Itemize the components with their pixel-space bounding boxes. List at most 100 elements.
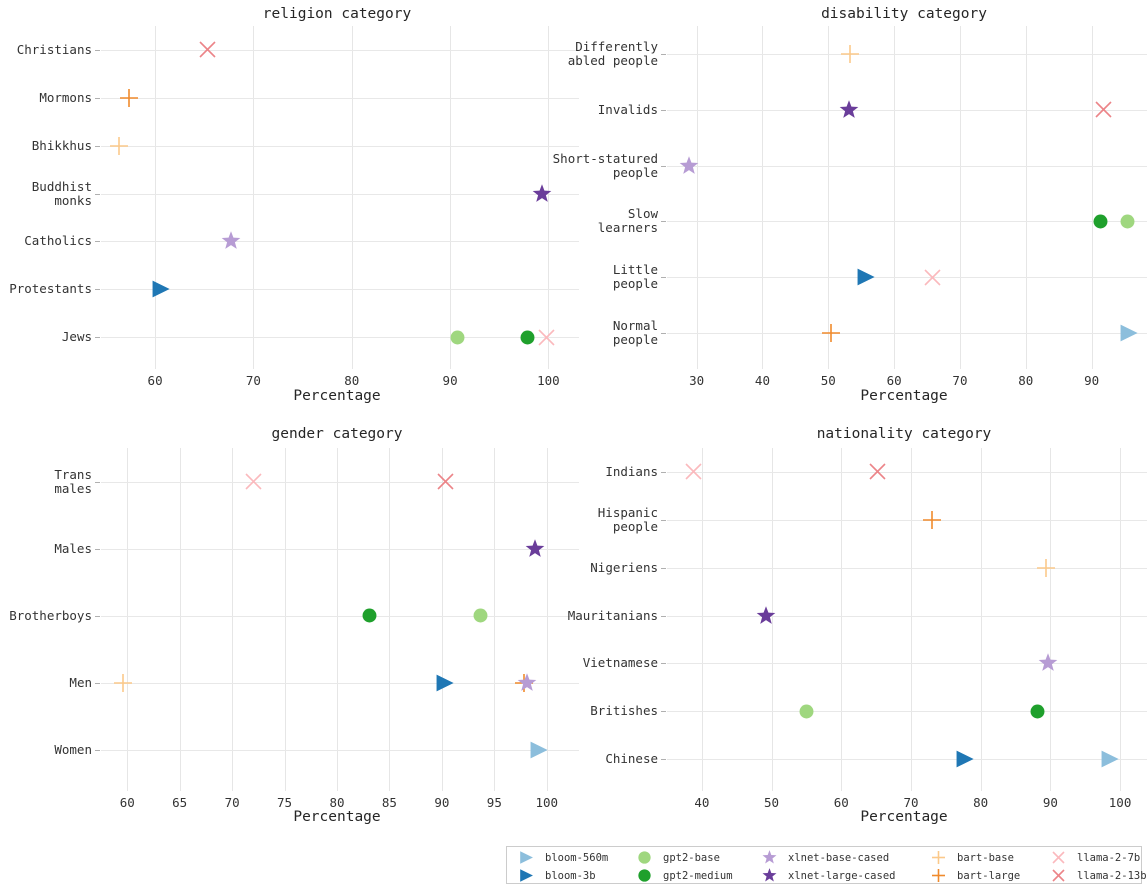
legend-label: bloom-3b: [545, 869, 596, 882]
y-tick-dash: [95, 50, 100, 51]
y-tick-dash: [661, 663, 666, 664]
x-gridline: [232, 448, 233, 791]
y-tick-label: Britishes: [590, 703, 658, 719]
cross-icon: [1045, 849, 1071, 866]
x-gridline: [285, 448, 286, 791]
y-gridline: [667, 221, 1147, 222]
y-tick-dash: [661, 277, 666, 278]
x-gridline: [389, 448, 390, 791]
legend-label: llama-2-13b: [1077, 869, 1147, 882]
y-tick-dash: [661, 333, 666, 334]
x-tick-label: 80: [973, 795, 989, 810]
y-tick-label: Women: [54, 741, 92, 757]
y-gridline: [667, 663, 1147, 664]
y-gridline: [667, 333, 1147, 334]
y-gridline: [101, 616, 579, 617]
y-gridline: [101, 50, 579, 51]
x-tick-label: 60: [833, 795, 849, 810]
x-tick-label: 90: [1084, 373, 1100, 388]
y-tick-dash: [95, 482, 100, 483]
y-tick-dash: [661, 568, 666, 569]
x-axis-title: Percentage: [860, 809, 948, 825]
x-gridline: [911, 448, 912, 791]
y-tick-label: Men: [69, 674, 92, 690]
y-tick-label: Vietnamese: [582, 655, 658, 671]
y-tick-label: Christians: [16, 41, 92, 57]
y-tick-label: Chinese: [605, 751, 658, 767]
plus-icon: [925, 867, 951, 884]
legend-item[interactable]: llama-2-13b: [1045, 867, 1147, 884]
y-tick-label: Little people: [612, 262, 658, 292]
y-gridline: [667, 616, 1147, 617]
x-tick-label: 40: [754, 373, 770, 388]
y-tick-dash: [661, 166, 666, 167]
y-tick-dash: [95, 194, 100, 195]
legend-item[interactable]: xlnet-large-cased: [756, 867, 895, 884]
x-gridline: [841, 448, 842, 791]
legend-item[interactable]: bart-large: [925, 867, 1020, 884]
y-tick-label: Bhikkhus: [31, 137, 92, 153]
y-gridline: [101, 289, 579, 290]
legend-item[interactable]: gpt2-base: [631, 849, 720, 866]
x-gridline: [450, 26, 451, 369]
legend-item[interactable]: bloom-560m: [513, 849, 608, 866]
x-tick-label: 90: [442, 373, 458, 388]
y-gridline: [101, 683, 579, 684]
legend-item[interactable]: xlnet-base-cased: [756, 849, 889, 866]
panel-title: gender category: [271, 426, 403, 442]
y-tick-label: Short-statured people: [552, 150, 658, 180]
cross-icon: [1045, 867, 1071, 884]
y-tick-dash: [661, 520, 666, 521]
x-tick-label: 80: [1018, 373, 1034, 388]
x-gridline: [547, 448, 548, 791]
panel-title: nationality category: [816, 426, 992, 442]
legend-label: bart-large: [957, 869, 1021, 882]
legend-item[interactable]: gpt2-medium: [631, 867, 733, 884]
x-tick-label: 30: [689, 373, 705, 388]
x-gridline: [894, 26, 895, 369]
legend-item[interactable]: bloom-3b: [513, 867, 596, 884]
x-gridline: [960, 26, 961, 369]
x-gridline: [494, 448, 495, 791]
x-gridline: [772, 448, 773, 791]
y-tick-label: Differently abled people: [567, 38, 658, 68]
x-gridline: [127, 448, 128, 791]
y-gridline: [101, 194, 579, 195]
legend-item[interactable]: bart-base: [925, 849, 1014, 866]
legend-label: llama-2-7b: [1077, 851, 1141, 864]
x-gridline: [1050, 448, 1051, 791]
y-tick-dash: [95, 616, 100, 617]
x-tick-label: 100: [537, 373, 560, 388]
x-tick-label: 60: [119, 795, 135, 810]
y-tick-dash: [95, 337, 100, 338]
legend-label: bart-base: [957, 851, 1014, 864]
y-tick-label: Indians: [605, 463, 658, 479]
circle-icon: [631, 867, 657, 884]
x-gridline: [1026, 26, 1027, 369]
y-gridline: [667, 110, 1147, 111]
x-tick-label: 70: [903, 795, 919, 810]
circle-icon: [631, 849, 657, 866]
x-tick-label: 70: [952, 373, 968, 388]
x-gridline: [352, 26, 353, 369]
x-gridline: [1092, 26, 1093, 369]
y-tick-label: Normal people: [612, 318, 658, 348]
x-tick-label: 65: [172, 795, 188, 810]
x-axis-title: Percentage: [860, 388, 948, 404]
x-axis-title: Percentage: [293, 388, 381, 404]
legend-item[interactable]: llama-2-7b: [1045, 849, 1140, 866]
y-tick-label: Brotherboys: [9, 607, 92, 623]
x-tick-label: 70: [224, 795, 240, 810]
y-tick-label: Catholics: [24, 233, 92, 249]
y-tick-label: Hispanic people: [597, 504, 658, 534]
x-gridline: [697, 26, 698, 369]
y-tick-dash: [95, 241, 100, 242]
y-tick-dash: [95, 683, 100, 684]
x-tick-label: 100: [1108, 795, 1132, 810]
y-gridline: [667, 277, 1147, 278]
y-tick-label: Jews: [61, 329, 92, 345]
x-gridline: [155, 26, 156, 369]
y-gridline: [667, 166, 1147, 167]
legend-label: xlnet-large-cased: [788, 869, 896, 882]
x-tick-label: 80: [329, 795, 345, 810]
